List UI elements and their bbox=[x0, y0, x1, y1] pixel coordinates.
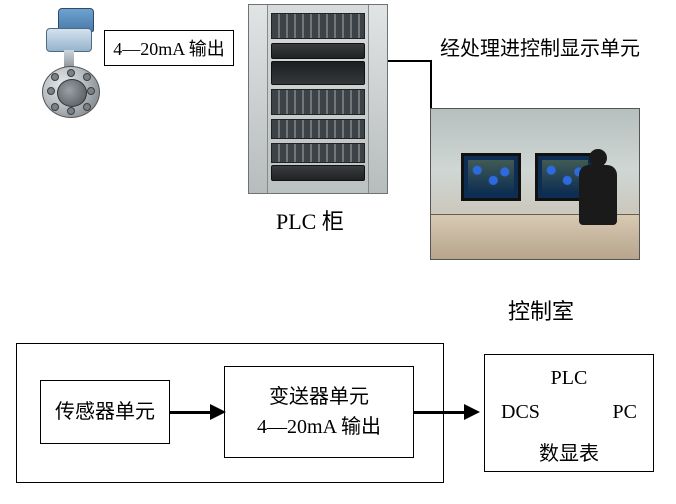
transmitter-line1: 变送器单元 bbox=[269, 382, 369, 412]
plc-caption: PLC 柜 bbox=[276, 204, 344, 236]
operator-icon bbox=[575, 149, 621, 229]
arrow1-head bbox=[210, 404, 226, 420]
right-dcs: DCS bbox=[501, 401, 540, 424]
ma-output-label: 4—20mA 输出 bbox=[113, 35, 225, 61]
arrow2-head bbox=[464, 404, 480, 420]
flow-sensor-photo bbox=[34, 8, 104, 118]
transmitter-line2: 4—20mA 输出 bbox=[257, 412, 381, 442]
output-targets-box: PLC DCS PC 数显表 bbox=[484, 354, 654, 472]
connector-v bbox=[430, 60, 432, 108]
arrow1-line bbox=[170, 411, 214, 414]
right-plc: PLC bbox=[485, 367, 653, 390]
plc-cabinet-photo bbox=[248, 4, 388, 194]
processing-label: 经处理进控制显示单元 bbox=[440, 32, 640, 61]
connector-h bbox=[388, 60, 432, 62]
right-display: 数显表 bbox=[485, 437, 653, 466]
sensor-flange bbox=[42, 66, 100, 118]
ma-output-box: 4—20mA 输出 bbox=[104, 30, 234, 66]
sensor-transmitter bbox=[46, 28, 92, 52]
arrow2-line bbox=[414, 411, 468, 414]
transmitter-box: 变送器单元 4—20mA 输出 bbox=[224, 366, 414, 458]
control-room-caption: 控制室 bbox=[508, 294, 574, 326]
sensor-unit-label: 传感器单元 bbox=[55, 397, 155, 427]
right-pc: PC bbox=[613, 401, 637, 424]
control-room-photo bbox=[430, 108, 640, 260]
sensor-unit-box: 传感器单元 bbox=[40, 380, 170, 444]
